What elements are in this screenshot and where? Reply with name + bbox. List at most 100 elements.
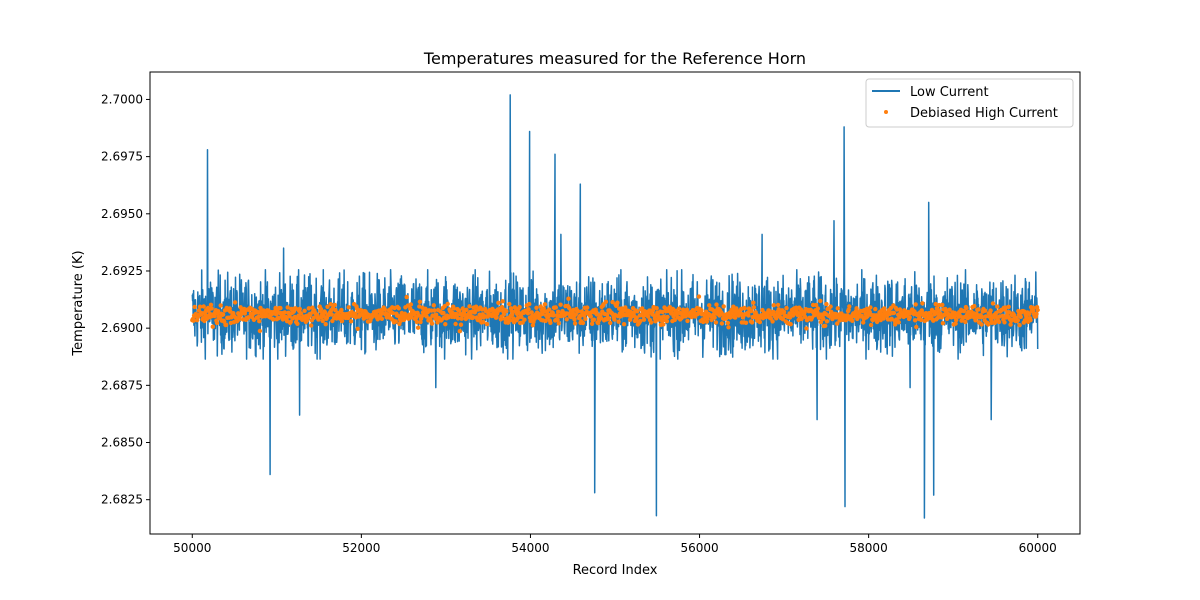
scatter-point xyxy=(638,318,643,324)
scatter-point xyxy=(302,308,307,313)
scatter-point xyxy=(273,305,278,311)
scatter-point xyxy=(484,321,490,327)
scatter-point xyxy=(1034,311,1039,317)
scatter-point xyxy=(823,323,828,328)
scatter-point xyxy=(504,309,509,314)
scatter-point xyxy=(297,306,302,312)
scatter-point xyxy=(311,315,316,320)
scatter-point xyxy=(874,319,880,325)
scatter-point xyxy=(933,301,938,307)
scatter-point xyxy=(672,317,677,323)
scatter-point xyxy=(555,317,560,323)
scatter-point xyxy=(451,306,456,311)
scatter-point xyxy=(610,299,615,305)
scatter-point xyxy=(847,304,852,309)
y-tick-label: 2.6900 xyxy=(101,321,143,335)
scatter-point xyxy=(733,315,738,320)
scatter-point xyxy=(192,304,197,310)
scatter-point xyxy=(996,319,1002,325)
scatter-point xyxy=(346,305,351,310)
scatter-point xyxy=(271,317,276,322)
scatter-point xyxy=(743,320,749,325)
scatter-point xyxy=(770,319,775,324)
scatter-point xyxy=(713,320,719,325)
scatter-point xyxy=(417,299,423,304)
scatter-point xyxy=(210,324,215,329)
scatter-point xyxy=(972,303,977,309)
scatter-point xyxy=(868,322,874,328)
scatter-point xyxy=(309,323,314,328)
scatter-point xyxy=(220,312,226,317)
scatter-point xyxy=(854,306,859,311)
scatter-point xyxy=(496,300,501,305)
scatter-point xyxy=(612,317,617,322)
scatter-point xyxy=(527,301,532,307)
scatter-point xyxy=(850,318,855,323)
axes-frame xyxy=(149,71,1081,535)
scatter-point xyxy=(974,311,979,317)
scatter-point xyxy=(913,302,918,307)
scatter-point xyxy=(553,305,558,310)
scatter-point xyxy=(828,304,833,309)
scatter-point xyxy=(481,319,486,325)
scatter-point xyxy=(684,307,690,312)
y-tick-label: 2.6875 xyxy=(101,378,143,392)
scatter-point xyxy=(494,315,499,320)
scatter-point xyxy=(936,308,941,313)
scatter-point xyxy=(947,307,952,312)
scatter-point xyxy=(454,312,459,318)
scatter-point xyxy=(256,314,261,319)
scatter-point xyxy=(588,314,593,319)
scatter-point xyxy=(390,310,395,316)
scatter-point xyxy=(572,317,577,322)
scatter-point xyxy=(696,294,702,299)
scatter-point xyxy=(348,319,354,324)
scatter-point xyxy=(558,302,563,307)
scatter-point xyxy=(457,329,462,334)
scatter-point xyxy=(464,307,469,312)
scatter-point xyxy=(775,302,781,308)
scatter-point xyxy=(583,316,588,322)
scatter-point xyxy=(434,312,439,317)
scatter-point xyxy=(1002,320,1007,325)
scatter-point xyxy=(460,306,465,311)
scatter-point xyxy=(824,301,829,307)
scatter-point xyxy=(873,306,878,312)
scatter-point xyxy=(214,320,220,326)
scatter-point xyxy=(295,321,300,326)
y-tick-label: 2.6825 xyxy=(101,493,143,507)
scatter-point xyxy=(676,306,682,311)
scatter-point xyxy=(846,307,851,312)
scatter-point xyxy=(396,306,401,311)
scatter-point xyxy=(641,317,647,322)
scatter-point xyxy=(1017,323,1022,328)
y-tick-label: 2.6925 xyxy=(101,264,143,278)
scatter-point xyxy=(963,319,968,325)
scatter-point xyxy=(725,320,731,326)
scatter-point xyxy=(353,311,358,316)
scatter-point xyxy=(339,307,344,313)
scatter-point xyxy=(986,322,991,327)
y-tick-label: 2.6950 xyxy=(101,207,143,221)
scatter-point xyxy=(533,315,538,320)
scatter-point xyxy=(726,325,731,330)
scatter-point xyxy=(566,296,571,301)
scatter-point xyxy=(661,322,666,327)
scatter-point xyxy=(1018,314,1023,319)
scatter-point xyxy=(649,320,654,325)
scatter-point xyxy=(868,305,873,310)
scatter-point xyxy=(685,318,690,324)
scatter-point xyxy=(964,305,969,311)
scatter-point xyxy=(415,325,421,330)
scatter-point xyxy=(216,309,221,314)
scatter-point xyxy=(742,306,747,311)
scatter-point xyxy=(799,316,804,322)
scatter-point xyxy=(912,309,917,314)
scatter-point xyxy=(547,307,552,312)
scatter-point xyxy=(467,304,472,309)
scatter-point xyxy=(530,323,536,328)
scatter-point xyxy=(907,315,912,320)
scatter-point xyxy=(332,302,337,308)
y-axis-label: Temperature (K) xyxy=(71,250,86,356)
